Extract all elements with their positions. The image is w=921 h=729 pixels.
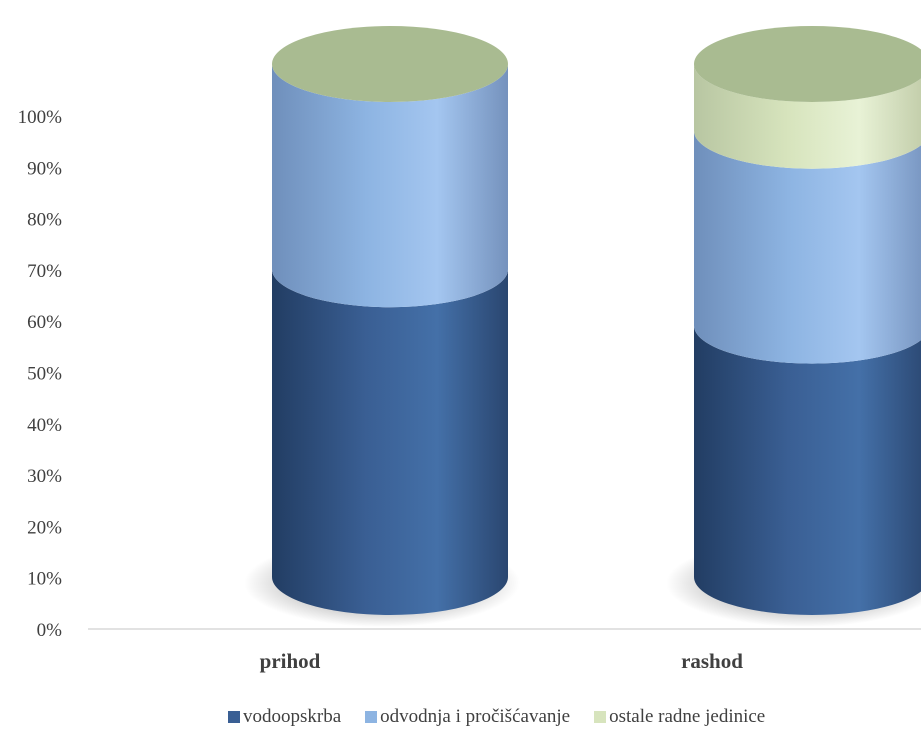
cylinder-top-cap: [272, 26, 508, 102]
y-axis: 0% 10% 20% 30% 40% 50% 60% 70% 80% 90% 100%: [18, 107, 63, 641]
cylinder-top-cap: [694, 26, 921, 102]
y-tick-label: 70%: [27, 261, 62, 282]
legend-swatch: [228, 711, 240, 723]
y-tick-label: 10%: [27, 569, 62, 590]
legend-label: odvodnja i pročišćavanje: [380, 706, 571, 727]
legend-item: vodoopskrba: [228, 706, 341, 728]
y-tick-label: 50%: [27, 364, 62, 385]
legend-label: ostale radne jedinice: [609, 706, 766, 727]
cylinder-prihod: [244, 26, 520, 627]
y-tick-label: 40%: [27, 415, 62, 436]
legend-item: ostale radne jedinice: [594, 706, 765, 728]
y-tick-label: 90%: [27, 158, 62, 179]
bar-segment-odvodnja-i-pročišćavanje: [272, 64, 508, 308]
legend-swatch: [594, 711, 607, 723]
y-tick-label: 0%: [37, 620, 63, 641]
bar-segment-vodoopskrba: [694, 325, 921, 615]
bar-segment-vodoopskrba: [272, 269, 508, 615]
y-tick-label: 20%: [27, 517, 62, 538]
bar-segment-odvodnja-i-pročišćavanje: [694, 130, 921, 364]
cylinder-rashod: [666, 26, 921, 627]
bar-segment-ostale-radne-jedinice: [694, 64, 921, 169]
y-tick-label: 80%: [27, 210, 62, 231]
x-tick-label: rashod: [681, 649, 743, 673]
y-tick-label: 100%: [18, 107, 63, 128]
y-tick-label: 30%: [27, 466, 62, 487]
legend-label: vodoopskrba: [243, 706, 342, 727]
x-tick-label: prihod: [260, 649, 321, 673]
bars: [244, 26, 921, 627]
x-axis: prihod rashod: [260, 649, 744, 673]
y-tick-label: 60%: [27, 312, 62, 333]
legend: vodoopskrba odvodnja i pročišćavanje ostal…: [228, 705, 765, 729]
legend-item: odvodnja i pročišćavanje: [365, 706, 570, 728]
legend-swatch: [365, 711, 378, 723]
